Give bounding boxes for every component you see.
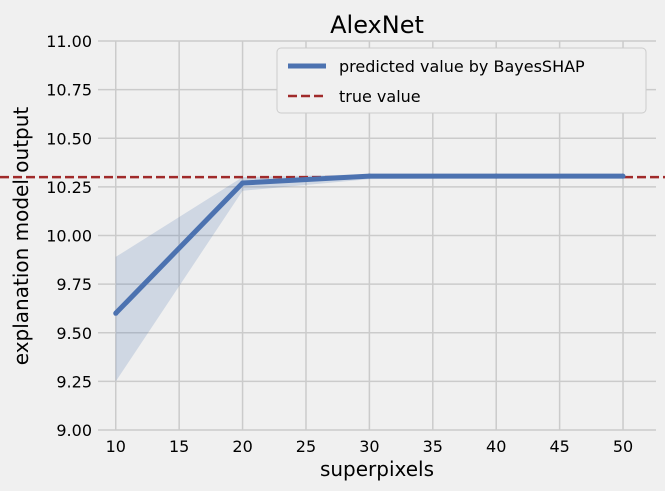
x-tick-label: 20 [232, 437, 252, 456]
y-tick-label: 11.00 [46, 32, 92, 51]
y-tick-label: 10.25 [46, 178, 92, 197]
y-tick-label: 9.50 [56, 324, 92, 343]
predicted-value-point [113, 310, 119, 316]
predicted-value-point [366, 173, 372, 179]
x-tick-label: 10 [106, 437, 126, 456]
y-tick-label: 10.75 [46, 81, 92, 100]
y-tick-label: 9.25 [56, 372, 92, 391]
x-tick-label: 50 [613, 437, 633, 456]
predicted-value-point [493, 173, 499, 179]
x-tick-label: 35 [423, 437, 443, 456]
legend: predicted value by BayesSHAP true value [276, 47, 647, 114]
x-tick-labels: 10 15 20 25 30 35 40 45 50 [106, 437, 634, 456]
legend-label-predicted: predicted value by BayesSHAP [339, 57, 585, 76]
y-axis-label: explanation model output [9, 107, 33, 366]
predicted-value-point [240, 180, 246, 186]
x-axis-label: superpixels [320, 457, 434, 481]
x-tick-label: 40 [486, 437, 506, 456]
y-tick-label: 9.00 [56, 421, 92, 440]
x-tick-label: 45 [549, 437, 569, 456]
series-lines [0, 173, 665, 316]
y-tick-label: 10.50 [46, 129, 92, 148]
y-tick-label: 10.00 [46, 227, 92, 246]
chart-title: AlexNet [330, 11, 424, 39]
y-tick-labels: 9.00 9.25 9.50 9.75 10.00 10.25 10.50 10.75 11.0… [46, 32, 92, 440]
x-tick-label: 30 [359, 437, 379, 456]
x-tick-label: 15 [169, 437, 189, 456]
x-tick-label: 25 [296, 437, 316, 456]
legend-box [276, 47, 647, 114]
predicted-value-point [620, 173, 626, 179]
legend-label-true: true value [339, 87, 421, 106]
y-tick-label: 9.75 [56, 275, 92, 294]
